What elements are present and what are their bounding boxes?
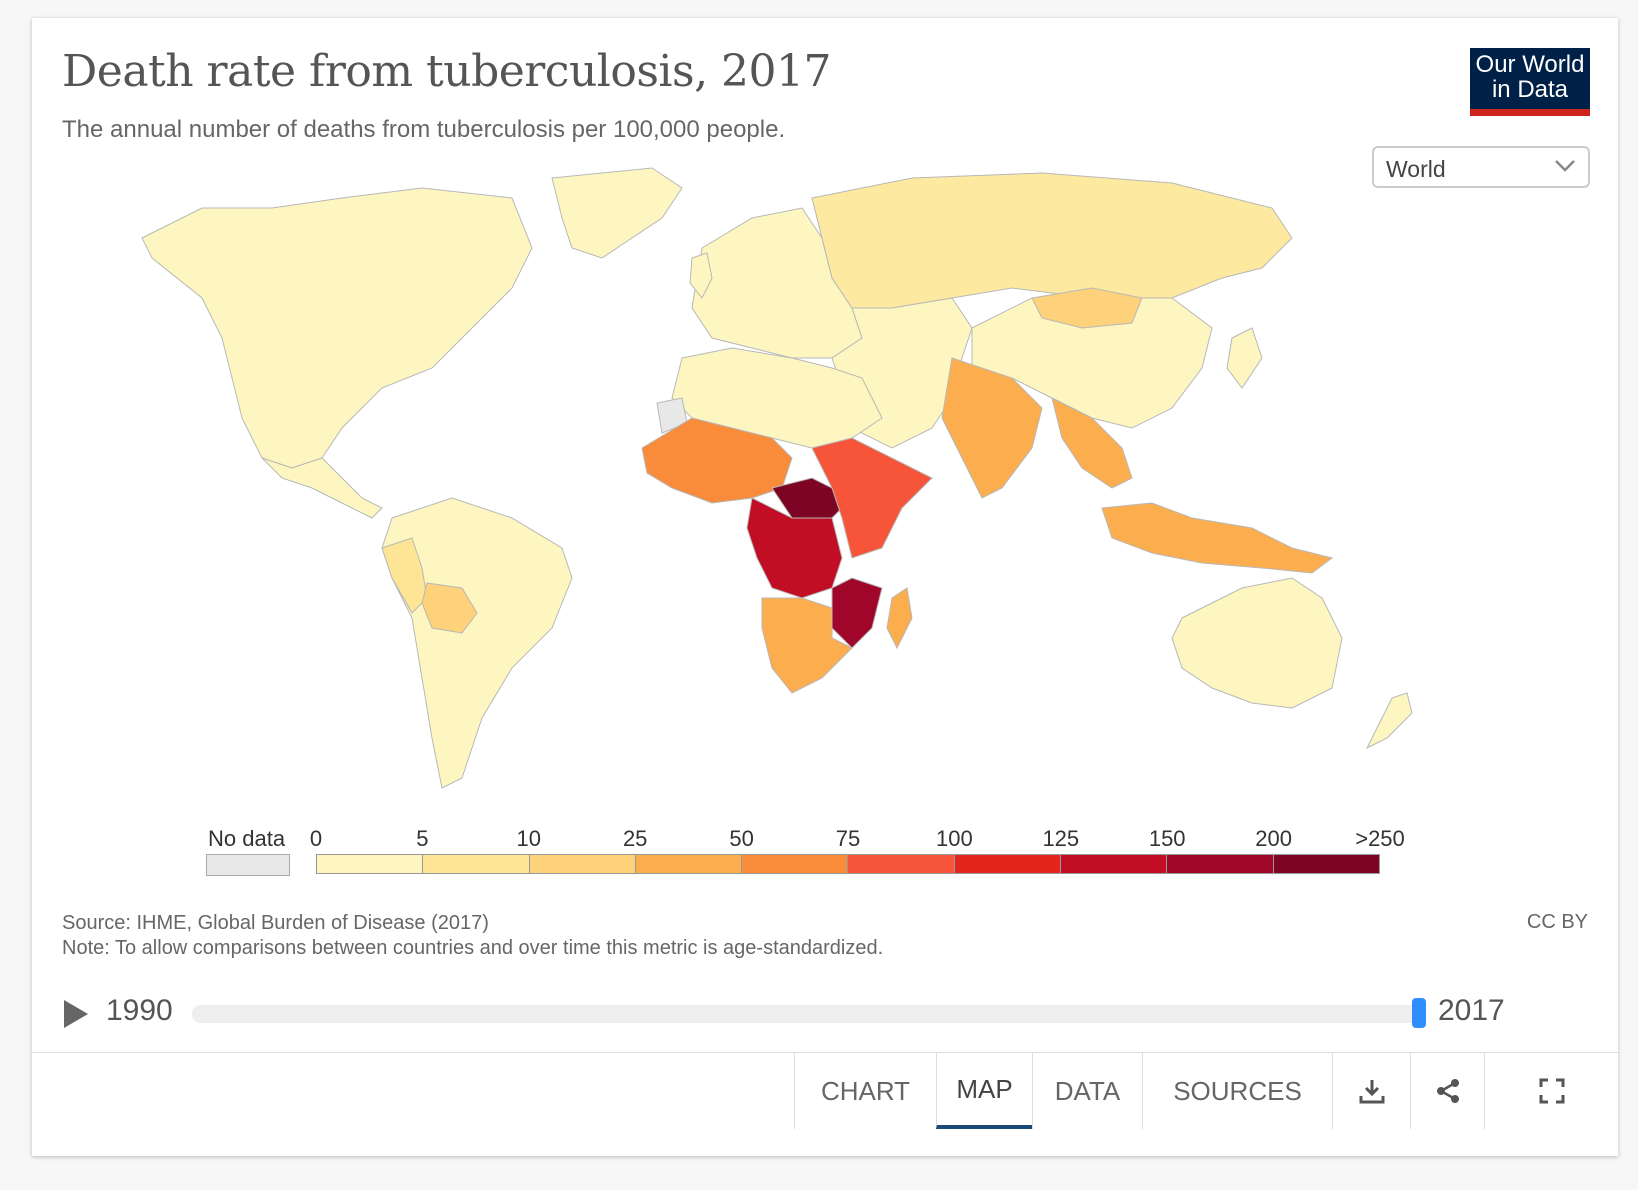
logo-line2: in Data bbox=[1491, 76, 1569, 103]
map-region-mozambique[interactable] bbox=[831, 577, 883, 649]
world-map bbox=[141, 167, 1413, 789]
legend-color-bar bbox=[316, 854, 1380, 874]
legend-no-data-label: No data bbox=[208, 826, 286, 851]
fullscreen-icon bbox=[1539, 1078, 1564, 1104]
map-region-central-america[interactable] bbox=[261, 457, 383, 519]
map-region-madagascar[interactable] bbox=[886, 587, 913, 650]
legend-tick-label: >250 bbox=[1355, 826, 1405, 851]
fullscreen-button[interactable] bbox=[1484, 1053, 1618, 1129]
tab-bar: CHART MAP DATA SOURCES bbox=[32, 1052, 1618, 1129]
map-region-mongolia[interactable] bbox=[1031, 287, 1143, 329]
timeline-slider-track[interactable] bbox=[192, 1005, 1424, 1023]
legend-swatch bbox=[1273, 855, 1379, 873]
legend-tick-label: 50 bbox=[729, 826, 754, 851]
tab-map[interactable]: MAP bbox=[936, 1053, 1032, 1129]
license-link[interactable]: CC BY bbox=[1526, 911, 1588, 933]
map-region-australia[interactable] bbox=[1171, 577, 1343, 709]
legend-tick-label: 0 bbox=[309, 826, 323, 851]
legend-tick-label: 200 bbox=[1255, 826, 1292, 851]
legend-tick-label: 25 bbox=[622, 826, 648, 851]
legend-swatch bbox=[635, 855, 743, 873]
timeline-start-year: 1990 bbox=[106, 994, 173, 1027]
map-region-japan[interactable] bbox=[1226, 327, 1263, 389]
legend-swatch bbox=[423, 855, 530, 873]
map-region-indonesia[interactable] bbox=[1101, 502, 1334, 574]
chart-card: Death rate from tuberculosis, 2017 The a… bbox=[32, 18, 1618, 1156]
page-title: Death rate from tuberculosis, 2017 bbox=[62, 46, 832, 97]
legend-tick-label: 150 bbox=[1148, 826, 1186, 851]
legend-swatch bbox=[1167, 855, 1274, 873]
tab-chart[interactable]: CHART bbox=[794, 1053, 936, 1129]
map-region-new-zealand[interactable] bbox=[1365, 692, 1413, 750]
legend-tick-label: 5 bbox=[416, 826, 429, 851]
legend-tick-label: 125 bbox=[1042, 826, 1080, 851]
page-subtitle: The annual number of deaths from tubercu… bbox=[62, 116, 786, 143]
tab-data[interactable]: DATA bbox=[1032, 1053, 1142, 1129]
legend-swatch bbox=[1061, 855, 1168, 873]
legend-swatch bbox=[848, 855, 955, 873]
legend-swatch bbox=[954, 855, 1062, 873]
legend-swatch bbox=[317, 855, 424, 873]
legend-tick-label: 75 bbox=[835, 826, 861, 851]
timeline-end-year: 2017 bbox=[1438, 994, 1505, 1027]
map-region-bolivia[interactable] bbox=[421, 582, 478, 634]
logo-line1: Our World bbox=[1475, 51, 1585, 78]
legend-swatch bbox=[529, 855, 636, 873]
legend-swatch bbox=[742, 855, 849, 873]
share-button[interactable] bbox=[1410, 1053, 1484, 1129]
map-region-greenland[interactable] bbox=[551, 167, 683, 259]
play-icon[interactable] bbox=[62, 998, 90, 1030]
timeline-slider-handle[interactable] bbox=[1412, 998, 1426, 1028]
region-select[interactable]: World bbox=[1372, 146, 1590, 188]
download-button[interactable] bbox=[1332, 1053, 1410, 1129]
source-text[interactable]: Source: IHME, Global Burden of Disease (… bbox=[62, 912, 489, 934]
owid-logo[interactable]: Our World in Data bbox=[1470, 48, 1590, 116]
download-icon bbox=[1359, 1080, 1384, 1104]
map-region-north-america[interactable] bbox=[141, 187, 533, 469]
map-region-central-africa[interactable] bbox=[746, 497, 843, 599]
legend-no-data-swatch bbox=[206, 854, 290, 876]
tab-sources[interactable]: SOURCES bbox=[1142, 1053, 1332, 1129]
note-text: Note: To allow comparisons between count… bbox=[62, 937, 884, 959]
map-region-southeast-asia[interactable] bbox=[1051, 397, 1133, 489]
map-region-east-africa[interactable] bbox=[811, 437, 933, 559]
source-note: Source: IHME, Global Burden of Disease (… bbox=[62, 911, 883, 961]
share-icon bbox=[1436, 1079, 1459, 1103]
map-region-india[interactable] bbox=[941, 357, 1043, 499]
map-region-uk[interactable] bbox=[689, 252, 713, 299]
legend-tick-label: 10 bbox=[516, 826, 542, 851]
region-select-value: World bbox=[1386, 156, 1446, 182]
legend-tick-label: 100 bbox=[936, 826, 973, 851]
map-region-russia[interactable] bbox=[811, 172, 1293, 309]
map-region-south-america[interactable] bbox=[381, 497, 573, 789]
chevron-down-icon bbox=[1555, 160, 1575, 172]
map-region-southern-africa[interactable] bbox=[761, 597, 853, 694]
